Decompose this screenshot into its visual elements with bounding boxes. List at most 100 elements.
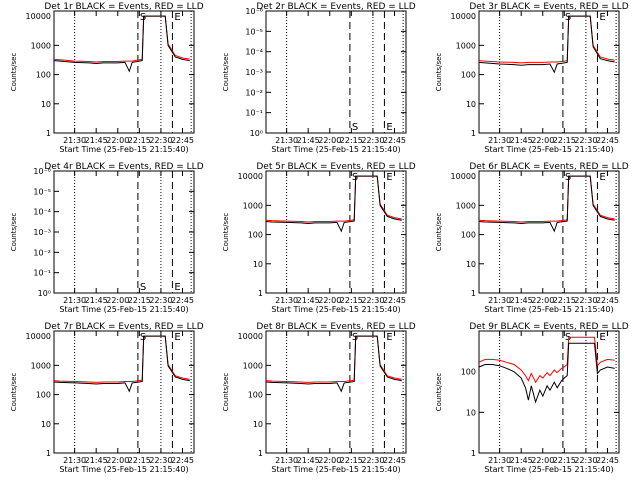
series-line-events bbox=[478, 15, 615, 74]
chart-title: Det 8r BLACK = Events, RED = LLD bbox=[256, 322, 415, 332]
y-axis-label: Counts/sec bbox=[435, 53, 443, 92]
x-tick-label: 22:30 bbox=[574, 136, 597, 145]
y-tick-label: 1000 bbox=[31, 361, 51, 370]
series-line-events bbox=[478, 175, 615, 233]
y-tick-label: 1 bbox=[471, 129, 476, 138]
x-tick-label: 22:00 bbox=[531, 456, 554, 465]
x-axis-label: Start Time (25-Feb-15 21:15:40) bbox=[484, 305, 613, 314]
chart-9: Det 9r BLACK = Events, RED = LLD 1 10 100 Co… bbox=[435, 322, 629, 474]
y-axis-label: Counts/sec bbox=[10, 53, 18, 92]
y-tick-label: 10 bbox=[253, 260, 263, 269]
chart-title: Det 2r BLACK = Events, RED = LLD bbox=[256, 2, 415, 12]
x-tick-label: 21:45 bbox=[85, 136, 108, 145]
y-tick-label: 10⁻⁵ bbox=[33, 187, 51, 196]
chart-7: Det 7r BLACK = Events, RED = LLD 1 10 100 10… bbox=[10, 322, 204, 474]
x-tick-label: 21:30 bbox=[275, 456, 298, 465]
y-tick-label: 100 bbox=[248, 391, 263, 400]
x-tick-label: 22:30 bbox=[361, 456, 384, 465]
y-tick-label: 1 bbox=[471, 289, 476, 298]
x-tick-label: 22:45 bbox=[383, 456, 406, 465]
x-tick-label: 22:15 bbox=[340, 296, 363, 305]
plot-frame bbox=[478, 330, 620, 454]
y-tick-label: 100 bbox=[461, 231, 476, 240]
x-tick-label: 22:30 bbox=[149, 456, 172, 465]
x-axis-label: Start Time (25-Feb-15 21:15:40) bbox=[271, 145, 400, 154]
x-axis-label: Start Time (25-Feb-15 21:15:40) bbox=[484, 465, 613, 474]
end-marker: E bbox=[174, 12, 180, 23]
x-tick-label: 22:00 bbox=[318, 136, 341, 145]
y-tick-label: 1000 bbox=[456, 201, 476, 210]
y-axis-label: Counts/sec bbox=[222, 213, 230, 252]
y-axis-label: Counts/sec bbox=[10, 373, 18, 412]
y-axis-label: Counts/sec bbox=[435, 373, 443, 412]
x-tick-label: 21:30 bbox=[275, 296, 298, 305]
end-marker: E bbox=[386, 332, 392, 343]
x-tick-label: 21:45 bbox=[297, 296, 320, 305]
y-tick-label: 10⁻⁶ bbox=[245, 7, 263, 16]
start-marker: S bbox=[140, 332, 146, 343]
x-tick-label: 21:30 bbox=[488, 456, 511, 465]
x-tick-label: 22:15 bbox=[340, 456, 363, 465]
x-tick-label: 22:45 bbox=[596, 136, 619, 145]
x-tick-label: 22:45 bbox=[596, 296, 619, 305]
start-marker: S bbox=[565, 12, 571, 23]
x-tick-label: 22:15 bbox=[128, 136, 151, 145]
y-tick-label: 100 bbox=[36, 391, 51, 400]
x-tick-label: 22:15 bbox=[553, 296, 576, 305]
y-tick-label: 10000 bbox=[26, 332, 51, 341]
series-line-events bbox=[265, 175, 402, 233]
end-marker: E bbox=[174, 282, 180, 293]
y-tick-label: 1000 bbox=[456, 41, 476, 50]
chart-1: Det 1r BLACK = Events, RED = LLD 1 10 100 10… bbox=[10, 2, 204, 154]
x-tick-label: 21:45 bbox=[510, 456, 533, 465]
x-tick-label: 22:00 bbox=[106, 456, 129, 465]
y-tick-label: 100 bbox=[248, 231, 263, 240]
chart-title: Det 4r BLACK = Events, RED = LLD bbox=[44, 162, 203, 172]
y-tick-label: 10 bbox=[41, 420, 51, 429]
series-line-events bbox=[53, 335, 190, 393]
end-marker: E bbox=[386, 122, 392, 133]
y-tick-label: 10000 bbox=[26, 12, 51, 21]
y-tick-label: 10⁻⁴ bbox=[245, 48, 263, 57]
y-tick-label: 1 bbox=[258, 289, 263, 298]
series-line-events bbox=[53, 15, 190, 73]
series-line-lld bbox=[53, 15, 190, 63]
y-tick-label: 10 bbox=[466, 260, 476, 269]
x-tick-label: 22:45 bbox=[596, 456, 619, 465]
x-axis-label: Start Time (25-Feb-15 21:15:40) bbox=[59, 465, 188, 474]
y-tick-label: 10000 bbox=[238, 332, 263, 341]
chart-2: Det 2r BLACK = Events, RED = LLD 10⁰ 10⁻¹ 1… bbox=[222, 2, 416, 154]
x-tick-label: 22:15 bbox=[553, 136, 576, 145]
chart-3: Det 3r BLACK = Events, RED = LLD 1 10 100 10… bbox=[435, 2, 629, 154]
chart-title: Det 6r BLACK = Events, RED = LLD bbox=[469, 162, 628, 172]
y-tick-label: 10 bbox=[41, 100, 51, 109]
x-tick-label: 22:00 bbox=[531, 136, 554, 145]
y-tick-label: 10000 bbox=[451, 12, 476, 21]
y-axis-label: Counts/sec bbox=[222, 373, 230, 412]
chart-6: Det 6r BLACK = Events, RED = LLD 1 10 100 10… bbox=[435, 162, 629, 314]
start-marker: S bbox=[352, 332, 358, 343]
plot-frame bbox=[53, 330, 195, 454]
x-tick-label: 21:30 bbox=[63, 456, 86, 465]
x-axis-label: Start Time (25-Feb-15 21:15:40) bbox=[59, 145, 188, 154]
y-tick-label: 1 bbox=[258, 449, 263, 458]
y-tick-label: 100 bbox=[461, 71, 476, 80]
series-line-lld bbox=[265, 175, 402, 223]
x-tick-label: 22:45 bbox=[171, 136, 194, 145]
x-tick-label: 22:30 bbox=[361, 136, 384, 145]
y-axis-label: Counts/sec bbox=[222, 53, 230, 92]
start-marker: S bbox=[565, 172, 571, 183]
x-tick-label: 21:45 bbox=[297, 456, 320, 465]
y-tick-label: 10000 bbox=[238, 172, 263, 181]
y-tick-label: 1 bbox=[471, 449, 476, 458]
start-marker: S bbox=[352, 172, 358, 183]
end-marker: E bbox=[599, 12, 605, 23]
plot-frame bbox=[53, 10, 195, 134]
x-tick-label: 22:00 bbox=[106, 136, 129, 145]
x-axis-label: Start Time (25-Feb-15 21:15:40) bbox=[484, 145, 613, 154]
chart-4: Det 4r BLACK = Events, RED = LLD 10⁰ 10⁻¹ 1… bbox=[10, 162, 204, 314]
x-tick-label: 21:45 bbox=[510, 136, 533, 145]
start-marker: S bbox=[352, 122, 358, 133]
x-tick-label: 21:45 bbox=[297, 136, 320, 145]
